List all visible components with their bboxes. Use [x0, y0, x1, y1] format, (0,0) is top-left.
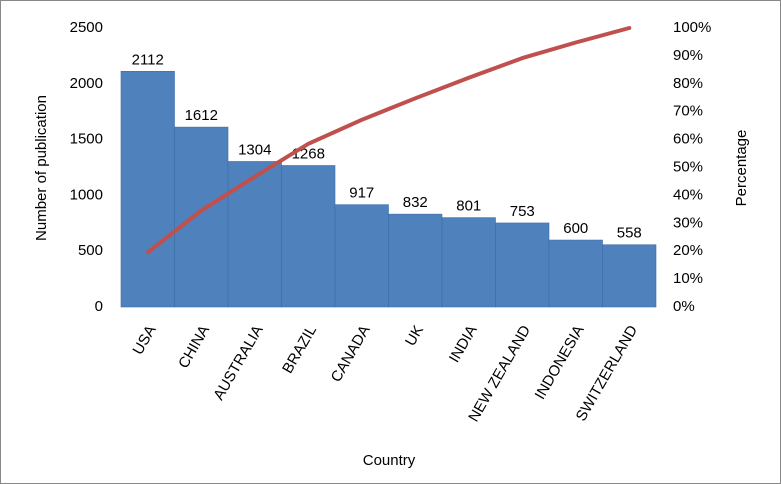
- y2-tick-label: 10%: [673, 270, 703, 287]
- y2-tick-label: 30%: [673, 214, 703, 231]
- y-tick-label: 2500: [70, 19, 103, 36]
- y2-tick-label: 70%: [673, 103, 703, 120]
- data-label: 1268: [292, 145, 325, 162]
- data-label: 1612: [185, 107, 218, 124]
- y-tick-label: 0: [95, 298, 103, 315]
- data-label: 917: [349, 185, 374, 202]
- data-label: 832: [403, 194, 428, 211]
- bar: [388, 213, 443, 308]
- y-tick-label: 2000: [70, 75, 103, 92]
- y-tick-label: 1500: [70, 131, 103, 148]
- x-axis-title: Country: [363, 452, 416, 469]
- y-axis-title: Number of publication: [33, 95, 50, 241]
- bar: [441, 217, 496, 308]
- y-tick-label: 1000: [70, 186, 103, 203]
- y2-tick-label: 100%: [673, 19, 711, 36]
- bar: [602, 244, 657, 308]
- bar: [227, 161, 282, 308]
- y2-tick-label: 60%: [673, 131, 703, 148]
- bar: [281, 165, 336, 308]
- bar: [120, 71, 175, 308]
- y2-tick-label: 20%: [673, 242, 703, 259]
- y2-tick-label: 50%: [673, 158, 703, 175]
- bar: [334, 204, 389, 308]
- data-label: 753: [510, 203, 535, 220]
- data-label: 2112: [132, 51, 164, 68]
- y2-axis-title: Percentage: [733, 130, 750, 207]
- data-label: 558: [617, 225, 642, 242]
- line: [145, 26, 632, 255]
- bar: [548, 239, 603, 308]
- y2-tick-label: 40%: [673, 186, 703, 203]
- data-label: 1304: [238, 141, 271, 158]
- bar: [174, 126, 229, 308]
- y2-tick-label: 0%: [673, 298, 695, 315]
- y2-tick-label: 90%: [673, 47, 703, 64]
- y-tick-label: 500: [78, 242, 103, 259]
- y2-tick-label: 80%: [673, 75, 703, 92]
- bar: [495, 222, 550, 308]
- data-label: 801: [456, 198, 481, 215]
- data-label: 600: [563, 220, 588, 237]
